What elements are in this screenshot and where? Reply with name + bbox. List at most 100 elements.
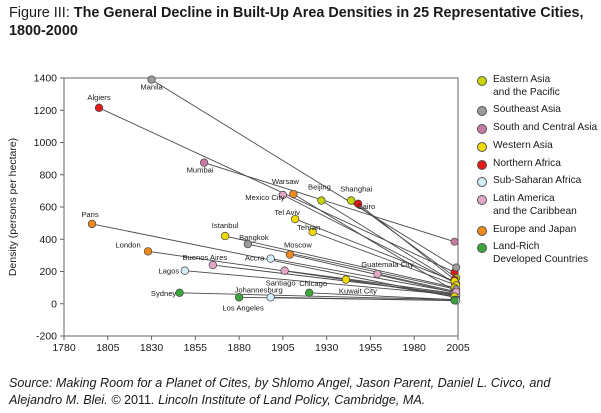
start-point [87,219,97,229]
city-label: Sydney [151,289,177,298]
start-point [289,189,298,199]
start-point [341,275,351,284]
city-label: Algiers [87,93,110,102]
y-tick-label: 400 [39,234,57,246]
city-label: Tel Aviv [274,208,300,217]
start-point [290,214,300,224]
legend-label: Northern Africa [493,157,561,169]
x-tick-label: 2005 [446,342,470,354]
city-label: London [115,240,140,249]
trend-line [282,194,457,284]
city-label: Istanbul [212,221,239,230]
legend-item: Northern Africa [477,158,599,171]
legend-label: Eastern Asia and the Pacific [493,74,560,98]
legend-swatch [477,106,487,117]
end-point [450,296,459,305]
legend-item: Western Asia [477,140,599,153]
start-point [347,196,356,205]
start-point [354,199,363,208]
city-points [87,75,461,305]
end-point [452,263,461,272]
plot-area [63,77,459,337]
trend-line [321,200,455,284]
x-tick-label: 1880 [227,342,251,354]
trend-line [294,218,455,282]
city-label: Cairo [357,202,375,211]
start-point [285,250,295,259]
city-trend-lines [91,79,457,301]
legend-label: Southeast Asia [493,104,561,116]
city-label: Johannesburg [235,285,283,294]
trend-line [247,243,457,290]
legend-label: Land-Rich Developed Countries [493,241,589,265]
start-point [143,247,153,256]
legend: Eastern Asia and the Pacific Southeast As… [477,74,599,272]
start-point [175,288,184,297]
legend-swatch [477,124,487,135]
x-tick-label: 1780 [52,342,76,354]
y-tick-label: 1000 [34,137,58,149]
legend-swatch [477,76,487,86]
legend-swatch [477,159,487,170]
start-point [278,190,288,200]
source-suffix: . Lincoln Institute of Land Policy, Camb… [151,393,426,407]
x-tick-label: 1980 [403,342,427,354]
trend-line [203,162,455,243]
trend-line [239,296,455,301]
start-point [317,196,326,205]
city-label: Buenos Aires [182,253,227,262]
trend-line [270,258,457,293]
legend-label: South and Central Asia [493,122,598,134]
legend-item: Southeast Asia [477,104,599,117]
y-tick-label: 1200 [34,105,58,117]
city-label: Tehran [297,223,320,232]
start-point [266,254,275,263]
x-tick-label: 1830 [140,342,164,354]
legend-item: Eastern Asia and the Pacific [477,74,599,99]
trend-line [212,264,455,295]
legend-label: Latin America and the Caribbean [493,193,577,217]
x-tick-label: 1805 [96,342,120,354]
start-point [243,239,253,249]
trend-line [184,270,457,296]
trend-line [309,292,457,301]
y-tick-label: 800 [39,169,57,181]
figure-title-text: The General Decline in Built-Up Area Den… [9,5,584,39]
city-label: Beijing [308,183,331,192]
city-label: Santiago [266,279,296,288]
city-label: Bangkok [239,233,269,242]
trend-line [225,235,455,289]
legend-item: Sub-Saharan Africa [477,175,599,188]
city-label: Shanghai [340,185,372,194]
x-tick-label: 1930 [315,342,339,354]
legend-swatch [477,225,487,236]
city-label: Chicago [299,279,327,288]
trend-line [357,203,455,280]
city-label: Paris [81,210,99,219]
trend-line [312,231,457,286]
y-axis-label: Density (persons per hectare) [7,138,19,276]
x-tick-label: 1955 [359,342,383,354]
legend-label: Western Asia [493,139,553,151]
legend-label: Sub-Saharan Africa [493,175,582,187]
start-point [199,158,209,167]
start-point [147,75,156,84]
start-point [308,227,317,237]
city-label: Mexico City [245,193,284,202]
start-point [220,231,230,241]
source-year: 2011 [123,393,152,407]
city-label: Lagos [158,267,179,276]
legend-item: South and Central Asia [477,122,599,135]
figure-title: Figure III: The General Decline in Built… [9,4,594,40]
legend-label: Europe and Japan [493,223,577,235]
trend-line [151,79,457,268]
city-labels: Algiers Manila Mumbai Paris London Warsaw Mexi… [81,83,413,313]
start-point [266,293,275,302]
x-tick-label: 1855 [184,342,208,354]
y-tick-label: 1400 [34,73,58,85]
y-tick-label: 200 [39,266,57,278]
city-label: Kuwait City [339,287,377,296]
start-point [234,293,244,302]
y-axis: -200 0 200 400 600 800 1000 1200 1400 [34,73,64,343]
